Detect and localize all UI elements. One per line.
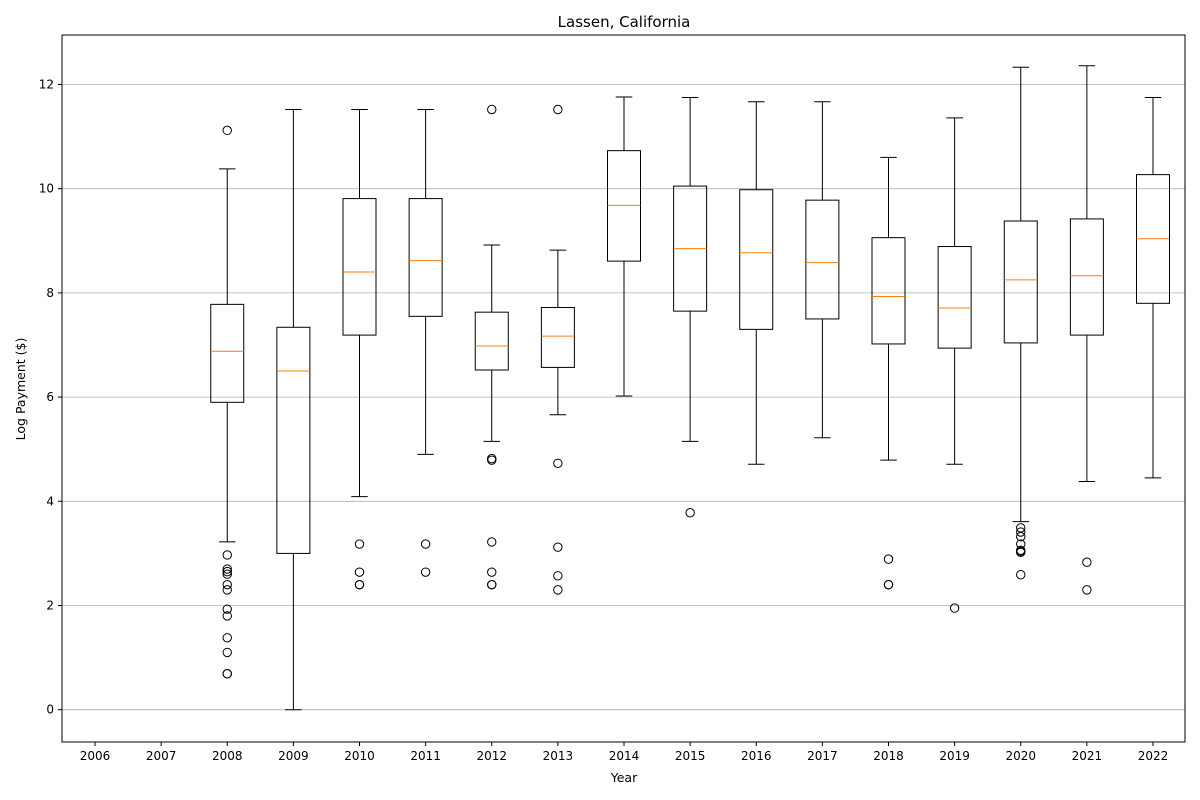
flier-point bbox=[1016, 547, 1026, 558]
x-tick-label: 2014 bbox=[609, 749, 640, 763]
flier-point bbox=[487, 455, 497, 465]
flier-point bbox=[949, 603, 960, 613]
flier-point bbox=[222, 579, 232, 590]
flier-point bbox=[354, 567, 365, 577]
flier-point bbox=[1016, 527, 1026, 537]
flier-point bbox=[222, 585, 232, 595]
flier-point bbox=[487, 537, 497, 547]
chart-title: Lassen, California bbox=[558, 13, 691, 31]
x-tick-label: 2009 bbox=[278, 749, 309, 763]
flier-point bbox=[553, 542, 563, 552]
flier-point bbox=[222, 647, 232, 658]
flier-point bbox=[883, 554, 894, 564]
x-axis: 2006 2007 2008 2009 2010 2011 2012 2013 2014 2015… bbox=[80, 742, 1169, 763]
box-2016 bbox=[739, 101, 774, 465]
box bbox=[342, 198, 377, 336]
box-2020 bbox=[1003, 66, 1038, 580]
flier-point bbox=[354, 539, 365, 549]
flier-point bbox=[222, 604, 232, 614]
x-tick-label: 2018 bbox=[873, 749, 904, 763]
x-tick-label: 2008 bbox=[212, 749, 243, 763]
flier-point bbox=[1016, 570, 1026, 580]
x-tick-label: 2022 bbox=[1138, 749, 1169, 763]
box-2015 bbox=[673, 97, 708, 518]
y-axis: 0 2 4 6 8 10 12 bbox=[39, 77, 62, 717]
x-axis-label: Year bbox=[610, 770, 638, 785]
x-tick-label: 2016 bbox=[741, 749, 772, 763]
y-tick-label: 0 bbox=[46, 703, 54, 717]
flier-point bbox=[222, 550, 232, 560]
flier-point bbox=[685, 508, 695, 518]
x-tick-label: 2006 bbox=[80, 749, 111, 763]
flier-point bbox=[222, 564, 232, 574]
box bbox=[276, 326, 311, 554]
flier-point bbox=[222, 569, 232, 579]
y-axis-label: Log Payment ($) bbox=[13, 338, 28, 441]
y-tick-label: 4 bbox=[46, 494, 54, 508]
box-2010 bbox=[342, 109, 377, 590]
y-tick-label: 6 bbox=[46, 390, 54, 404]
flier-point bbox=[553, 585, 563, 595]
x-tick-label: 2020 bbox=[1005, 749, 1036, 763]
y-tick-label: 12 bbox=[39, 77, 54, 91]
flier-point bbox=[553, 104, 563, 115]
flier-point bbox=[222, 125, 232, 136]
box bbox=[805, 199, 840, 320]
x-tick-label: 2013 bbox=[543, 749, 574, 763]
x-tick-label: 2019 bbox=[939, 749, 970, 763]
y-tick-label: 2 bbox=[46, 598, 54, 612]
y-tick-label: 10 bbox=[39, 182, 54, 196]
box-2012 bbox=[474, 104, 509, 590]
flier-point bbox=[487, 579, 497, 590]
box bbox=[871, 237, 906, 345]
box-2017 bbox=[805, 101, 840, 439]
flier-point bbox=[487, 567, 497, 577]
flier-point bbox=[553, 458, 563, 468]
flier-point bbox=[1082, 585, 1092, 595]
box bbox=[210, 303, 245, 403]
box-2022 bbox=[1136, 97, 1170, 479]
y-tick-label: 8 bbox=[46, 286, 54, 300]
box bbox=[1069, 218, 1104, 336]
flier-point bbox=[420, 567, 431, 577]
box-2019 bbox=[937, 117, 972, 613]
box-2011 bbox=[408, 109, 443, 577]
box-2013 bbox=[540, 104, 575, 595]
box bbox=[739, 189, 774, 330]
x-tick-label: 2010 bbox=[344, 749, 375, 763]
box bbox=[607, 150, 641, 262]
flier-point bbox=[487, 104, 497, 115]
box bbox=[540, 306, 575, 368]
box-2008 bbox=[210, 125, 245, 679]
grid bbox=[62, 84, 1185, 711]
x-tick-label: 2012 bbox=[476, 749, 507, 763]
x-tick-label: 2007 bbox=[146, 749, 177, 763]
flier-point bbox=[222, 669, 232, 679]
boxes bbox=[210, 65, 1170, 711]
box-2021 bbox=[1069, 65, 1104, 595]
box bbox=[1003, 220, 1038, 344]
flier-point bbox=[553, 571, 563, 581]
box-2009 bbox=[276, 109, 311, 711]
flier-point bbox=[883, 579, 894, 590]
flier-point bbox=[222, 611, 232, 621]
flier-point bbox=[354, 579, 365, 590]
x-tick-label: 2011 bbox=[410, 749, 441, 763]
flier-point bbox=[1082, 557, 1092, 567]
flier-point bbox=[222, 566, 232, 577]
box bbox=[474, 311, 509, 371]
x-tick-label: 2015 bbox=[675, 749, 706, 763]
x-tick-label: 2021 bbox=[1072, 749, 1103, 763]
flier-point bbox=[420, 539, 431, 549]
box-2018 bbox=[871, 156, 906, 590]
flier-point bbox=[1016, 532, 1026, 542]
box bbox=[937, 246, 972, 349]
flier-point bbox=[222, 633, 232, 643]
box bbox=[408, 198, 443, 317]
box-2014 bbox=[607, 96, 641, 397]
x-tick-label: 2017 bbox=[807, 749, 838, 763]
